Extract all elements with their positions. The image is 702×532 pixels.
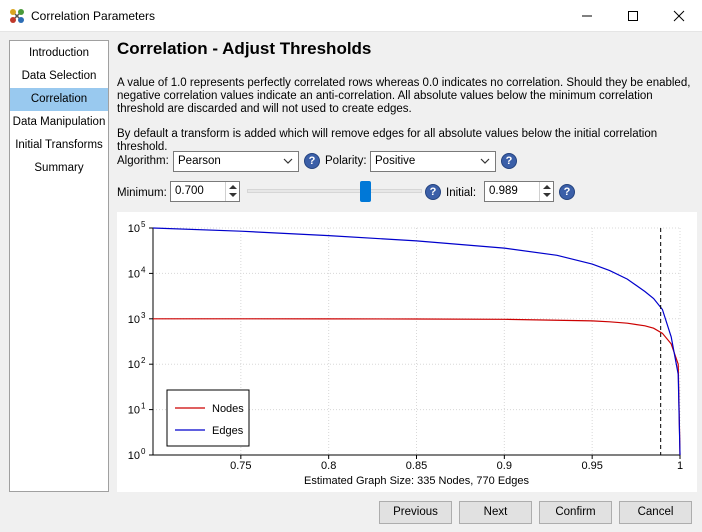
close-button[interactable]	[656, 0, 702, 32]
y-tick-label: 10	[128, 223, 140, 235]
sidebar-item-data-manipulation[interactable]: Data Manipulation	[12, 116, 106, 128]
sidebar-item-introduction[interactable]: Introduction	[28, 47, 90, 59]
polarity-select[interactable]: Positive	[370, 151, 496, 172]
chevron-down-icon	[480, 158, 490, 164]
sidebar-item-data-selection[interactable]: Data Selection	[21, 70, 97, 82]
y-tick-exponent: 2	[141, 356, 146, 365]
algorithm-label: Algorithm:	[117, 155, 169, 167]
y-tick-label: 10	[128, 405, 140, 417]
polarity-label: Polarity:	[325, 155, 367, 167]
legend-box	[166, 389, 250, 447]
chevron-down-icon	[283, 158, 293, 164]
maximize-button[interactable]	[610, 0, 656, 32]
y-tick-label: 10	[128, 314, 140, 326]
page-title: Correlation - Adjust Thresholds	[117, 39, 372, 58]
spin-arrows[interactable]	[225, 182, 239, 201]
y-tick-exponent: 0	[141, 447, 146, 456]
transform-note: By default a transform is added which wi…	[117, 128, 658, 153]
sidebar-item-initial-transforms[interactable]: Initial Transforms	[15, 139, 103, 151]
algorithm-help-icon[interactable]: ?	[304, 153, 320, 169]
initial-spinbox[interactable]: 0.989	[484, 181, 554, 202]
title-bar: Correlation Parameters	[0, 0, 702, 32]
algorithm-select[interactable]: Pearson	[173, 151, 299, 172]
minimum-spinbox[interactable]: 0.700	[170, 181, 240, 202]
sidebar-item-summary[interactable]: Summary	[34, 162, 84, 174]
x-tick-label: 0.8	[321, 460, 336, 472]
close-icon	[673, 10, 685, 22]
x-tick-label: 1	[677, 460, 683, 472]
next-button[interactable]: Next	[459, 501, 532, 524]
y-tick-label: 10	[128, 268, 140, 280]
minimize-button[interactable]	[564, 0, 610, 32]
y-tick-label: 10	[128, 450, 140, 462]
algorithm-value: Pearson	[178, 155, 221, 167]
minimum-slider-handle[interactable]	[360, 181, 371, 202]
spin-down-icon[interactable]	[543, 193, 551, 197]
x-tick-label: 0.95	[581, 460, 602, 472]
legend-label: Edges	[212, 425, 244, 437]
y-tick-exponent: 4	[141, 265, 146, 274]
sidebar-item-correlation[interactable]: Correlation	[10, 88, 108, 111]
minimum-value: 0.700	[175, 185, 204, 197]
description-paragraph: A value of 1.0 represents perfectly corr…	[117, 77, 691, 115]
y-tick-exponent: 3	[141, 311, 146, 320]
previous-button[interactable]: Previous	[379, 501, 452, 524]
minimum-help-icon[interactable]: ?	[425, 184, 441, 200]
confirm-button[interactable]: Confirm	[539, 501, 612, 524]
cancel-button[interactable]: Cancel	[619, 501, 692, 524]
polarity-value: Positive	[375, 155, 416, 167]
correlation-chart: 0.75 0.8 0.85 0.9 0.95 1 10 0 10 1 10 2 10 3 10 4 10 5 Nod…	[117, 212, 697, 492]
spin-up-icon[interactable]	[229, 185, 237, 189]
minimum-slider-track[interactable]	[247, 189, 422, 193]
spin-arrows[interactable]	[539, 182, 553, 201]
initial-value: 0.989	[489, 185, 518, 197]
series-line-edges	[152, 227, 681, 456]
initial-label: Initial:	[446, 187, 477, 199]
spin-down-icon[interactable]	[229, 193, 237, 197]
y-tick-exponent: 5	[141, 220, 146, 229]
legend-label: Nodes	[212, 403, 244, 415]
x-tick-label: 0.85	[406, 460, 427, 472]
polarity-help-icon[interactable]: ?	[501, 153, 517, 169]
spin-up-icon[interactable]	[543, 185, 551, 189]
window-title: Correlation Parameters	[31, 9, 156, 23]
maximize-icon	[628, 11, 638, 21]
minimize-icon	[582, 15, 592, 17]
x-tick-label: 0.75	[230, 460, 251, 472]
x-tick-label: 0.9	[497, 460, 512, 472]
wizard-sidebar: Introduction Data Selection Correlation …	[9, 40, 109, 492]
y-tick-label: 10	[128, 359, 140, 371]
x-axis-label: Estimated Graph Size: 335 Nodes, 770 Edg…	[304, 475, 530, 487]
initial-help-icon[interactable]: ?	[559, 184, 575, 200]
series-line-nodes	[153, 318, 681, 456]
y-tick-exponent: 1	[141, 402, 146, 411]
molecule-icon	[10, 9, 24, 23]
minimum-label: Minimum:	[117, 187, 167, 199]
